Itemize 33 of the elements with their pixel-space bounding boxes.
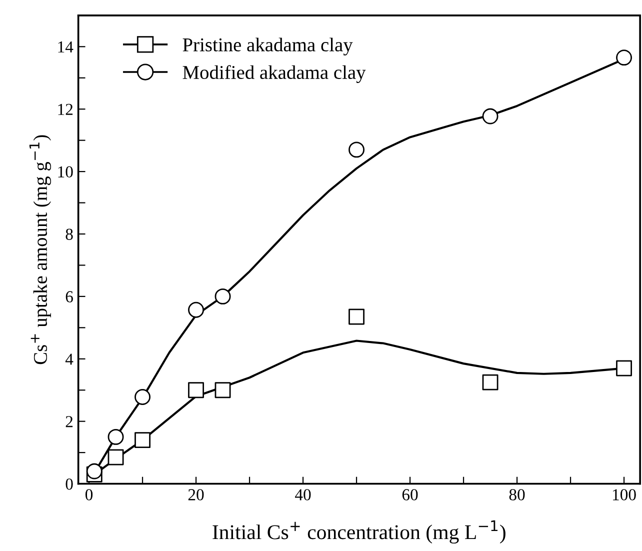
point (616, 50, 632, 66)
point (214, 382, 231, 398)
x-tick-label: 20 (188, 489, 204, 500)
x-tick-label: 100 (612, 489, 636, 500)
x-tick-label: 0 (85, 489, 93, 500)
point (108, 428, 124, 445)
point (348, 308, 364, 325)
y-tick-label: 14 (58, 41, 74, 52)
y-tick-label: 4 (65, 354, 74, 365)
x-tick-label: 80 (509, 489, 525, 500)
point (86, 463, 102, 480)
point (348, 142, 364, 158)
y-tick-label: 2 (66, 416, 73, 428)
x-tick-label: 60 (402, 489, 418, 500)
y-tick-label: 6 (66, 291, 73, 302)
y-axis-title: Cs$^{+}$ uptake amount (mg g$^{−1}$) (29, 135, 52, 364)
point (134, 432, 150, 448)
y-tick-label: 8 (66, 228, 73, 240)
legend-label: Pristine akadama clay (182, 38, 353, 56)
point (482, 374, 498, 390)
y-tick-label: 10 (58, 166, 73, 178)
point (214, 288, 231, 304)
x-axis-title: Initial Cs$^{+}$ concentration (mg L$^{−1}$) (212, 520, 506, 544)
legend-label: Modified akadama clay (182, 65, 366, 84)
x-tick-label: 40 (295, 489, 311, 500)
point (188, 382, 204, 398)
y-tick-label: 12 (58, 104, 73, 115)
point (188, 302, 204, 318)
y-tick-label: 0 (66, 478, 73, 490)
point (108, 449, 124, 466)
point (134, 389, 150, 405)
point (616, 360, 632, 376)
point (482, 108, 498, 124)
